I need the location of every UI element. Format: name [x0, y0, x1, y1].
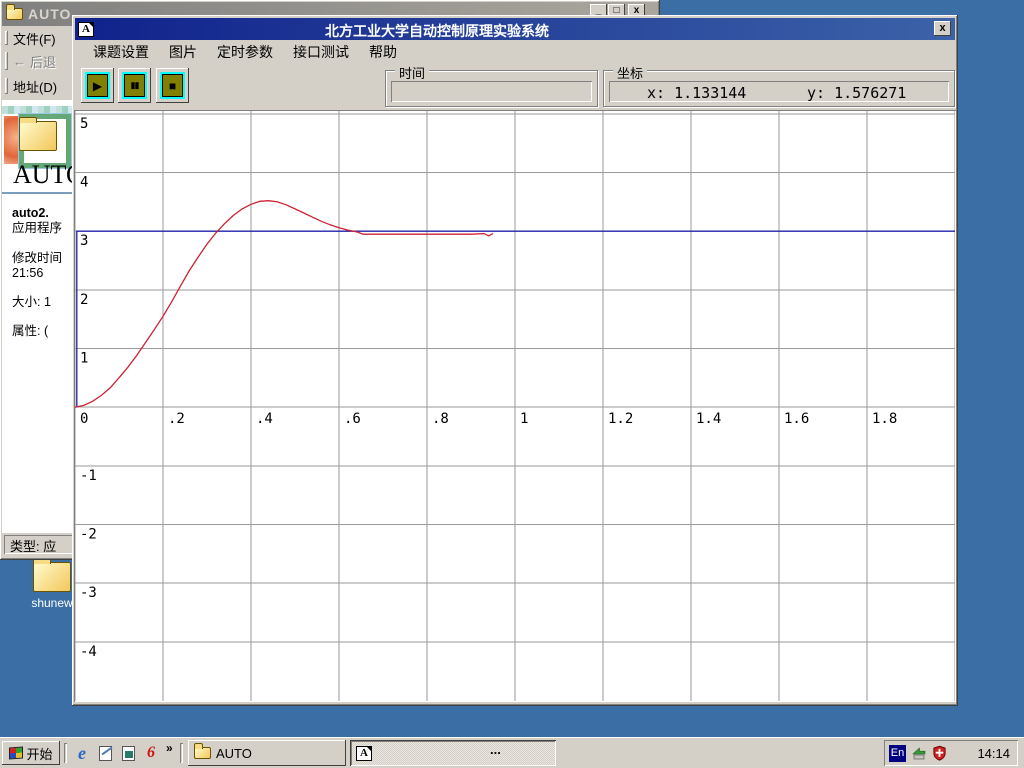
menu-picture[interactable]: 图片 [169, 43, 197, 60]
stop-button[interactable]: ■ [156, 68, 189, 103]
pause-icon: ▮▮ [122, 72, 147, 99]
quick-launch-overflow[interactable]: » [166, 741, 173, 755]
x-tick-label: 0 [80, 411, 88, 427]
task-button-active-app[interactable]: A ... [350, 740, 556, 766]
task-button-label: ... [490, 742, 501, 757]
y-tick-label: -2 [80, 526, 97, 542]
channels-icon [121, 745, 135, 761]
file-type: 应用程序 [12, 221, 63, 235]
menu-help[interactable]: 帮助 [369, 43, 397, 60]
coord-group-label: 坐标 [613, 63, 648, 82]
taskbar-separator [64, 743, 67, 763]
quick-launch-ie[interactable]: e [72, 743, 92, 763]
show-desktop-icon [98, 745, 112, 761]
back-arrow-icon[interactable]: ← [13, 53, 26, 69]
desktop-shortcut[interactable]: shunew [20, 558, 84, 610]
x-tick-label: 1 [520, 411, 528, 427]
app-menubar: 课题设置 图片 定时参数 接口测试 帮助 [75, 40, 955, 63]
modified-label: 修改时间 [12, 251, 63, 265]
app-toolbar: ▶ ▮▮ ■ 时间 坐标 x: 1.133144 y: 1.576271 [75, 63, 955, 109]
divider [2, 192, 78, 194]
quick-launch-channels[interactable] [118, 743, 138, 763]
system-tray: En 14:14 [884, 740, 1018, 766]
x-tick-label: .4 [256, 411, 273, 427]
file-name: auto2. [12, 206, 49, 220]
toolbar-grip[interactable] [5, 31, 8, 45]
x-tick-label: 1.4 [696, 411, 721, 427]
quick-launch-show-desktop[interactable] [95, 743, 115, 763]
time-group-label: 时间 [395, 63, 430, 82]
selected-folder-icon [19, 117, 57, 151]
address-label: 地址(D) [13, 79, 58, 95]
explorer-title: AUTO [28, 6, 72, 22]
app-title: 北方工业大学自动控制原理实验系统 [325, 23, 549, 39]
coord-display: x: 1.133144 y: 1.576271 [609, 81, 949, 102]
step-response-chart: 5 4 3 2 1 -1 -2 -3 -4 0 .2 .4 .6 .8 1 1.2 1.4 1.6 1.8 [75, 111, 955, 701]
modified-time: 21:56 [12, 266, 44, 280]
banner-mosaic [2, 106, 78, 114]
play-button[interactable]: ▶ [81, 68, 114, 103]
file-info-panel: auto2. 应用程序 修改时间 21:56 大小: 1 属性: ( [12, 206, 78, 339]
windows-logo-icon [9, 746, 24, 760]
plot-area[interactable]: 5 4 3 2 1 -1 -2 -3 -4 0 .2 .4 .6 .8 1 1.2 1.4 1.6 1.8 [74, 110, 956, 702]
menu-timing-params[interactable]: 定时参数 [217, 43, 273, 60]
back-button[interactable]: 后退 [30, 54, 57, 70]
toolbar-grip[interactable] [5, 51, 8, 71]
taskbar-clock[interactable]: 14:14 [977, 745, 1010, 761]
x-tick-label: .8 [432, 411, 449, 427]
app-window: A 北方工业大学自动控制原理实验系统 x 课题设置 图片 定时参数 接口测试 帮… [72, 15, 958, 706]
app-icon: A [356, 745, 372, 761]
antivirus-shield-icon[interactable] [932, 745, 947, 761]
stop-icon: ■ [160, 72, 185, 99]
menu-file[interactable]: 文件(F) [13, 31, 56, 47]
status-text: 类型: 应 [4, 535, 244, 554]
coord-y-value: y: 1.576271 [807, 84, 907, 102]
x-tick-label: 1.6 [784, 411, 809, 427]
y-tick-label: 1 [80, 351, 88, 367]
y-tick-label: 5 [80, 116, 88, 132]
coord-x-value: x: 1.133144 [647, 84, 747, 102]
coord-groupbox: 坐标 x: 1.133144 y: 1.576271 [603, 63, 955, 107]
file-attr: 属性: ( [12, 324, 49, 338]
y-tick-label: 4 [80, 175, 88, 191]
task-button-label: AUTO [216, 745, 252, 761]
y-tick-label: 2 [80, 292, 88, 308]
ime-icon[interactable] [910, 745, 928, 761]
folder-icon [6, 4, 23, 20]
series-step-response [75, 200, 494, 408]
pause-button[interactable]: ▮▮ [118, 68, 151, 103]
x-tick-label: .2 [168, 411, 185, 427]
start-label: 开始 [26, 746, 53, 762]
input-language-indicator[interactable]: En [889, 744, 906, 762]
x-tick-label: 1.8 [872, 411, 897, 427]
series-reference-step [76, 230, 955, 408]
y-tick-label: -4 [80, 644, 97, 660]
folder-icon [33, 558, 71, 592]
file-size: 大小: 1 [12, 295, 51, 309]
menu-topic-settings[interactable]: 课题设置 [93, 43, 149, 60]
red-app-icon: 6 [147, 744, 155, 761]
x-tick-label: 1.2 [608, 411, 633, 427]
start-button[interactable]: 开始 [2, 741, 60, 765]
internet-explorer-icon: e [78, 742, 86, 763]
quick-launch-app[interactable]: 6 [141, 743, 161, 763]
app-titlebar[interactable]: A 北方工业大学自动控制原理实验系统 x [75, 18, 955, 40]
x-tick-label: .6 [344, 411, 361, 427]
y-tick-label: -3 [80, 585, 97, 601]
time-groupbox: 时间 [385, 63, 598, 107]
y-tick-label: 3 [80, 233, 88, 249]
time-display [391, 81, 592, 102]
toolbar-grip[interactable] [5, 77, 8, 95]
folder-icon [194, 743, 211, 759]
y-tick-label: -1 [80, 468, 97, 484]
play-icon: ▶ [85, 72, 110, 99]
taskbar: 开始 e 6 » AUTO A ... En 14:14 [0, 737, 1024, 768]
menu-interface-test[interactable]: 接口测试 [293, 43, 349, 60]
desktop-shortcut-label: shunew [31, 596, 73, 610]
close-button[interactable]: x [934, 21, 951, 36]
task-button-auto[interactable]: AUTO [188, 740, 346, 766]
taskbar-separator [180, 743, 183, 763]
app-icon: A [78, 21, 94, 37]
